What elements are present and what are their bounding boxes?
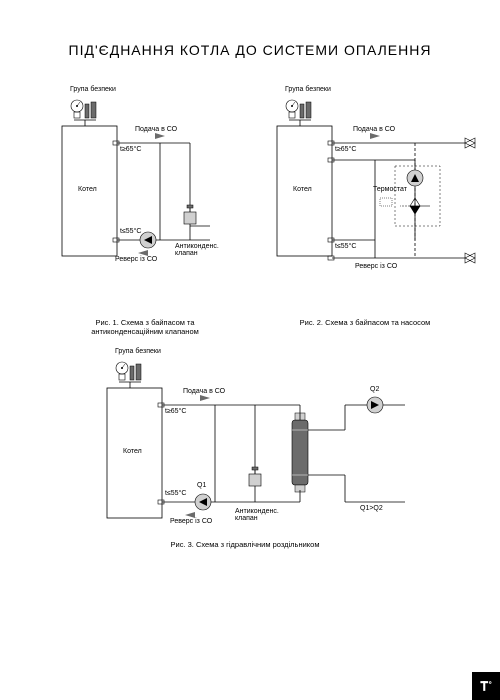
valve-label: Антиконденс. клапан bbox=[175, 243, 219, 257]
q2-label: Q2 bbox=[370, 386, 379, 393]
t-hot-label: t≥65°C bbox=[165, 408, 186, 415]
t-hot-label: t≥65°C bbox=[120, 146, 141, 153]
diagram-1: Група безпеки Котел Подача в СО t≥65°C t… bbox=[30, 78, 240, 278]
q1-label: Q1 bbox=[197, 482, 206, 489]
t-cold-label: t≤55°C bbox=[165, 490, 186, 497]
supply-label: Подача в СО bbox=[353, 126, 395, 133]
q-relation: Q1>Q2 bbox=[360, 505, 383, 512]
boiler-label: Котел bbox=[123, 448, 142, 455]
boiler-label: Котел bbox=[78, 186, 97, 193]
safety-label: Група безпеки bbox=[115, 348, 161, 355]
thermostat-label: Термостат bbox=[373, 186, 407, 193]
safety-label: Група безпеки bbox=[70, 86, 116, 93]
diagram-3: Група безпеки Котел Подача в СО t≥65°C t… bbox=[85, 340, 415, 540]
t-cold-label: t≤55°C bbox=[335, 243, 356, 250]
diagram-3-caption: Рис. 3. Схема з гідравлічним роздільнико… bbox=[155, 540, 335, 549]
diagram-1-caption: Рис. 1. Схема з байпасом та антиконденса… bbox=[70, 318, 220, 336]
supply-label: Подача в СО bbox=[183, 388, 225, 395]
diagram-2-caption: Рис. 2. Схема з байпасом та насосом bbox=[290, 318, 440, 327]
page-title: ПІД'ЄДНАННЯ КОТЛА ДО СИСТЕМИ ОПАЛЕННЯ bbox=[0, 42, 500, 58]
t-cold-label: t≤55°C bbox=[120, 228, 141, 235]
safety-label: Група безпеки bbox=[285, 86, 331, 93]
boiler-label: Котел bbox=[293, 186, 312, 193]
brand-logo bbox=[472, 672, 500, 700]
diagram-2: Група безпеки Котел Подача в СО t≥65°C t… bbox=[255, 78, 485, 278]
t-hot-label: t≥65°C bbox=[335, 146, 356, 153]
valve-label: Антиконденс. клапан bbox=[235, 508, 279, 522]
return-label: Реверс із СО bbox=[355, 263, 397, 270]
supply-label: Подача в СО bbox=[135, 126, 177, 133]
return-label: Реверс із СО bbox=[170, 518, 212, 525]
return-label: Реверс із СО bbox=[115, 256, 157, 263]
